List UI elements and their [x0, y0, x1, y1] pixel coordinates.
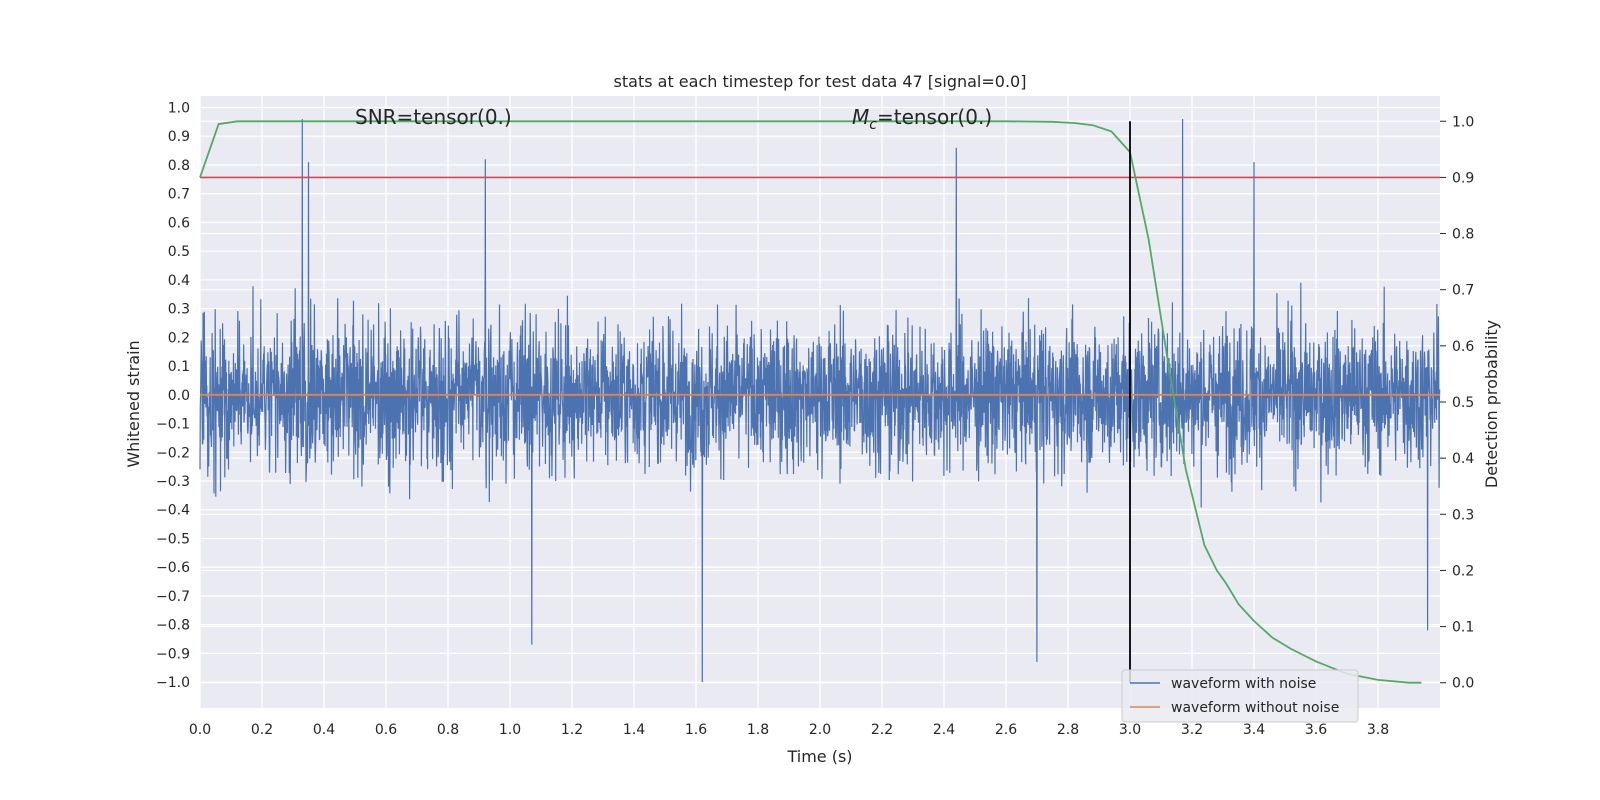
legend: waveform with noise waveform without noi…	[1121, 669, 1359, 723]
tick-layer: 0.0 0.2 0.4 0.6 0.8 1.0 1.2 1.4 1.6 1.8 2.0 2.2 2.4 2…	[156, 100, 1474, 738]
x-tick-label: 3.6	[1305, 722, 1327, 738]
y-tick-label: −0.2	[156, 445, 190, 461]
mc-symbol: M	[852, 105, 869, 129]
mc-annotation: Mc=tensor(0.)	[852, 105, 992, 133]
y2-tick-label: 0.9	[1452, 170, 1474, 186]
legend-label-clean: waveform without noise	[1171, 700, 1339, 716]
x-tick-label: 2.8	[1057, 722, 1079, 738]
y2-tick-label: 1.0	[1452, 114, 1474, 130]
y-tick-label: 0.2	[168, 330, 190, 346]
y2-axis-label: Detection probability	[1482, 320, 1501, 488]
y2-tick-label: 0.4	[1452, 451, 1474, 467]
x-tick-label: 3.4	[1243, 722, 1265, 738]
x-tick-label: 3.8	[1367, 722, 1389, 738]
y2-tick-label: 0.8	[1452, 227, 1474, 243]
y-tick-label: 1.0	[168, 100, 190, 116]
x-tick-label: 0.8	[437, 722, 459, 738]
x-tick-label: 2.2	[871, 722, 893, 738]
y-tick-label: −0.6	[156, 560, 190, 576]
y2-tick-label: 0.6	[1452, 339, 1474, 355]
x-tick-label: 0.4	[313, 722, 335, 738]
y-tick-label: −0.5	[156, 531, 190, 547]
y-tick-label: −0.8	[156, 618, 190, 634]
x-tick-label: 1.4	[623, 722, 645, 738]
y2-tick-label: 0.5	[1452, 395, 1474, 411]
y-tick-label: −0.1	[156, 417, 190, 433]
y-tick-label: −1.0	[156, 675, 190, 691]
x-tick-label: 2.0	[809, 722, 831, 738]
x-tick-label: 2.6	[995, 722, 1017, 738]
y-tick-label: 0.6	[168, 215, 190, 231]
x-tick-label: 3.2	[1181, 722, 1203, 738]
y2-tick-label: 0.1	[1452, 620, 1474, 636]
y-tick-label: −0.9	[156, 646, 190, 662]
x-tick-label: 0.0	[189, 722, 211, 738]
mc-value: =tensor(0.)	[877, 105, 992, 129]
x-tick-label: 0.6	[375, 722, 397, 738]
y-tick-label: 0.3	[168, 302, 190, 318]
y-tick-label: 0.1	[168, 359, 190, 375]
y-tick-label: 0.7	[168, 187, 190, 203]
mc-subscript: c	[869, 117, 877, 133]
y-tick-label: −0.4	[156, 503, 190, 519]
snr-annotation: SNR=tensor(0.)	[355, 105, 512, 129]
y2-tick-label: 0.0	[1452, 676, 1474, 692]
x-tick-label: 1.6	[685, 722, 707, 738]
y-tick-label: 0.4	[168, 273, 190, 289]
y-tick-label: −0.3	[156, 474, 190, 490]
y-tick-label: 0.5	[168, 244, 190, 260]
series-layer	[199, 118, 1441, 684]
x-tick-label: 1.2	[561, 722, 583, 738]
y2-tick-label: 0.3	[1452, 507, 1474, 523]
waveform-with-noise-line	[199, 118, 1441, 683]
x-tick-label: 1.0	[499, 722, 521, 738]
y-tick-label: 0.9	[168, 129, 190, 145]
legend-box	[1121, 669, 1359, 723]
x-tick-label: 1.8	[747, 722, 769, 738]
x-tick-label: 0.2	[251, 722, 273, 738]
chart-title: stats at each timestep for test data 47 …	[614, 72, 1027, 91]
y-tick-label: 0.8	[168, 158, 190, 174]
x-tick-label: 3.0	[1119, 722, 1141, 738]
legend-label-noise: waveform with noise	[1171, 676, 1316, 692]
x-axis-label: Time (s)	[786, 747, 852, 766]
y-tick-label: −0.7	[156, 589, 190, 605]
y2-tick-label: 0.7	[1452, 283, 1474, 299]
y2-tick-label: 0.2	[1452, 563, 1474, 579]
y-tick-label: 0.0	[168, 388, 190, 404]
x-tick-label: 2.4	[933, 722, 955, 738]
y-axis-label: Whitened strain	[124, 340, 143, 467]
detection-probability-line	[199, 120, 1422, 684]
